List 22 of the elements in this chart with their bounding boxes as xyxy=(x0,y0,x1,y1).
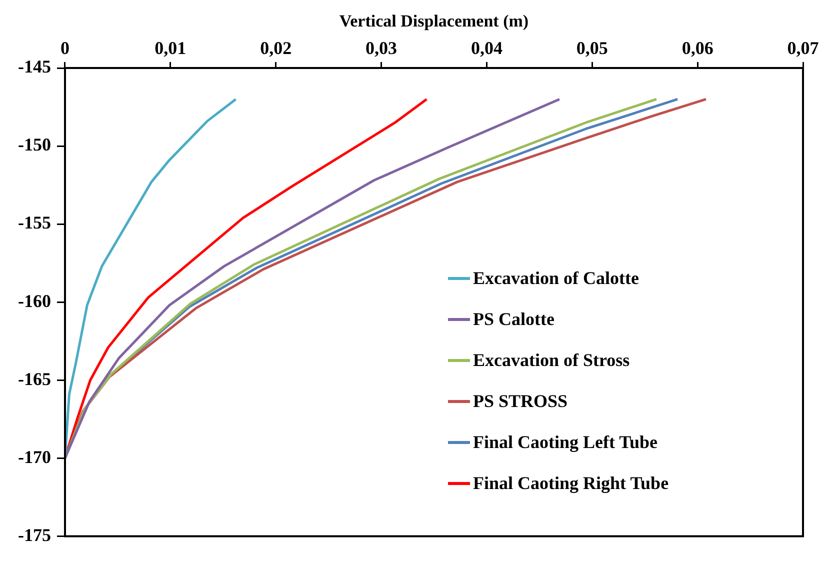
legend-label: Excavation of Calotte xyxy=(473,268,639,289)
y-tick-label: -165 xyxy=(18,368,51,389)
legend-label: Excavation of Stross xyxy=(473,350,630,371)
y-tick-label: -160 xyxy=(18,290,51,311)
y-tick-label: -175 xyxy=(18,524,51,545)
x-tick-label: 0,04 xyxy=(470,38,502,58)
x-tick-label: 0,05 xyxy=(576,38,608,58)
x-tick-label: 0 xyxy=(60,38,70,58)
y-tick-label: -150 xyxy=(18,134,51,155)
x-tick-label: 0,01 xyxy=(154,38,186,58)
y-tick-label: -145 xyxy=(18,56,51,77)
x-tick-label: 0,07 xyxy=(787,38,819,58)
legend-label: PS STROSS xyxy=(473,391,568,412)
y-tick-label: -155 xyxy=(18,212,51,233)
x-tick-label: 0,03 xyxy=(366,38,398,58)
x-tick-label: 0,02 xyxy=(260,38,292,58)
x-axis-title: Vertical Displacement (m) xyxy=(339,12,529,31)
legend-label: PS Calotte xyxy=(473,309,554,330)
legend-label: Final Caoting Left Tube xyxy=(473,432,658,453)
x-tick-label: 0,06 xyxy=(682,38,714,58)
legend-label: Final Caoting Right Tube xyxy=(473,473,669,494)
y-tick-label: -170 xyxy=(18,446,51,467)
